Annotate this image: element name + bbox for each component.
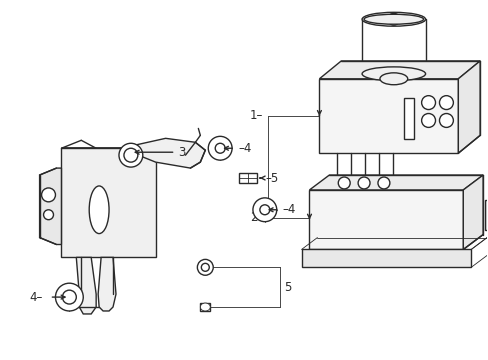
Polygon shape	[309, 175, 482, 190]
Circle shape	[201, 264, 209, 271]
Circle shape	[387, 13, 399, 25]
Text: 1–: 1–	[249, 109, 263, 122]
Circle shape	[439, 113, 452, 127]
Circle shape	[123, 148, 138, 162]
Ellipse shape	[361, 67, 425, 81]
Ellipse shape	[379, 73, 407, 85]
Circle shape	[215, 143, 224, 153]
Ellipse shape	[89, 186, 109, 234]
Text: –4: –4	[238, 142, 251, 155]
Circle shape	[197, 260, 213, 275]
Text: –4: –4	[282, 203, 295, 216]
Ellipse shape	[364, 14, 423, 24]
Bar	[200, 303, 210, 311]
Circle shape	[55, 283, 83, 311]
Bar	[309, 190, 462, 249]
Polygon shape	[457, 61, 479, 153]
Ellipse shape	[200, 303, 210, 311]
Circle shape	[338, 177, 349, 189]
Circle shape	[252, 198, 276, 222]
Circle shape	[208, 136, 232, 160]
Polygon shape	[319, 61, 479, 79]
Text: –5: –5	[265, 171, 279, 185]
Polygon shape	[61, 138, 205, 168]
Bar	[61, 148, 155, 257]
Bar	[301, 249, 470, 267]
Ellipse shape	[361, 12, 425, 26]
Circle shape	[43, 210, 53, 220]
Text: 4–: 4–	[30, 291, 43, 303]
Circle shape	[439, 96, 452, 109]
Circle shape	[421, 113, 435, 127]
Polygon shape	[76, 257, 96, 314]
Circle shape	[62, 290, 76, 304]
Text: 3: 3	[178, 146, 185, 159]
Text: 5: 5	[283, 281, 290, 294]
Polygon shape	[98, 257, 116, 311]
Circle shape	[119, 143, 142, 167]
Bar	[484, 200, 488, 230]
Circle shape	[259, 205, 269, 215]
Bar	[403, 98, 413, 139]
Text: 2–: 2–	[249, 211, 263, 224]
Polygon shape	[40, 168, 61, 244]
Circle shape	[357, 177, 369, 189]
Circle shape	[41, 188, 55, 202]
Circle shape	[377, 177, 389, 189]
Polygon shape	[462, 175, 482, 249]
Bar	[319, 79, 457, 153]
Circle shape	[421, 96, 435, 109]
Bar	[239, 173, 256, 183]
